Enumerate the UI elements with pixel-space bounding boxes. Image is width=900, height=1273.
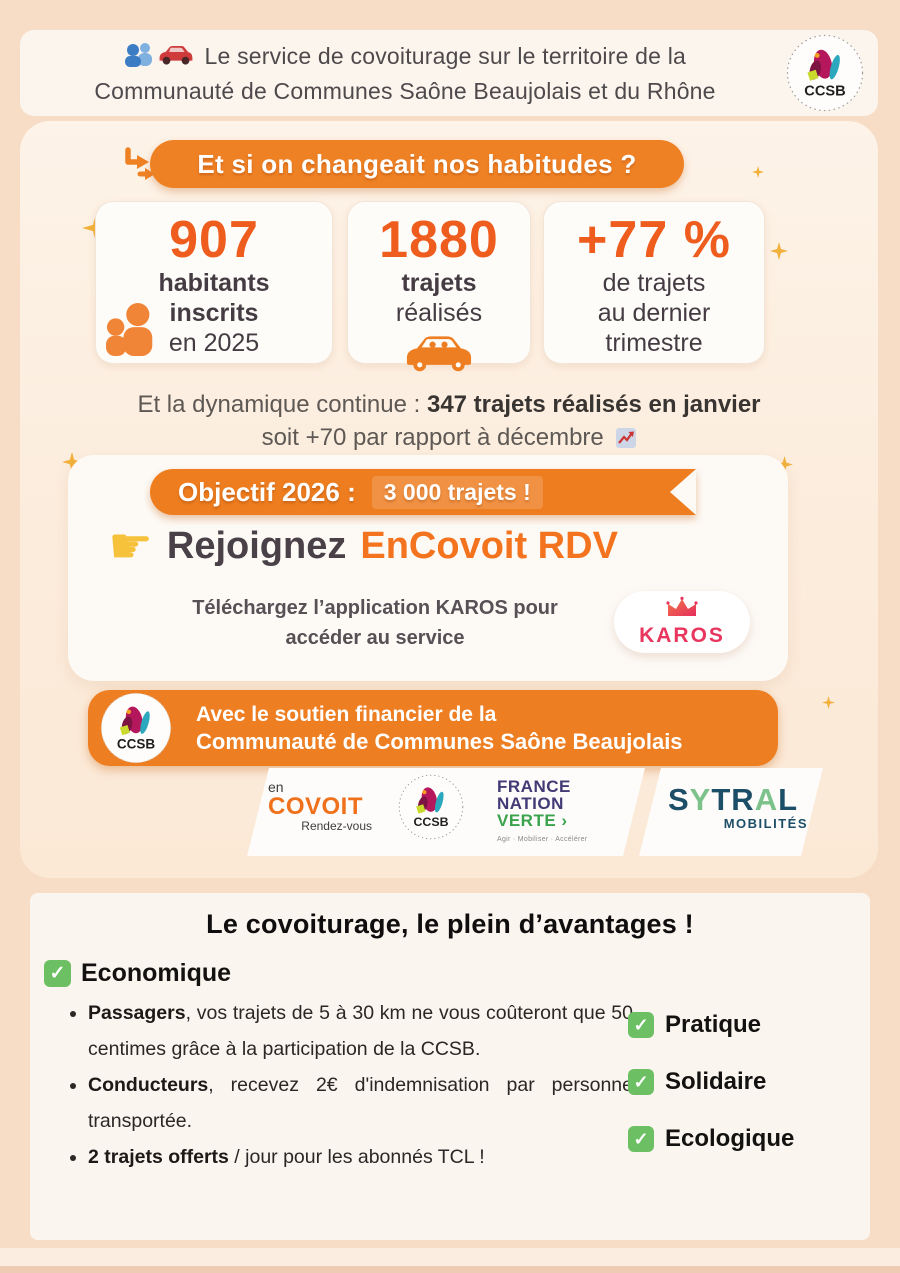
download-line-1: Téléchargez l’application KAROS pour bbox=[192, 597, 558, 619]
join-prefix: Rejoignez bbox=[166, 524, 347, 567]
join-panel: Objectif 2026 : 3 000 trajets ! ☛ Rejoig… bbox=[68, 455, 788, 681]
stat-card-trajets: 1880 trajets réalisés bbox=[347, 201, 531, 372]
momentum-text: Et la dynamique continue : 347 trajets r… bbox=[20, 388, 878, 457]
momentum-line2: soit +70 par rapport à décembre bbox=[261, 424, 604, 451]
stat-label: trajets bbox=[401, 269, 477, 297]
karos-logo: KAROS bbox=[614, 591, 750, 653]
stat-label: trimestre bbox=[605, 329, 703, 357]
check-icon: ✓ bbox=[44, 960, 71, 987]
fnv-line-3: VERTE › bbox=[497, 811, 568, 830]
objective-ribbon: Objectif 2026 : 3 000 trajets ! bbox=[150, 469, 696, 515]
fnv-line-2: NATION bbox=[497, 794, 564, 813]
bullet-conducteurs: Conducteurs, recevez 2€ d'indemnisation … bbox=[88, 1067, 633, 1139]
momentum-highlight: 347 trajets réalisés en janvier bbox=[426, 391, 761, 418]
svg-text:CCSB: CCSB bbox=[413, 815, 448, 829]
stat-label: habitants bbox=[158, 269, 270, 297]
economique-label: Economique bbox=[81, 959, 232, 987]
stat-label: inscrits bbox=[169, 299, 259, 327]
ccsb-logo: CCSB bbox=[100, 692, 172, 769]
svg-text:CCSB: CCSB bbox=[804, 83, 845, 99]
benefit-pratique: ✓ Pratique bbox=[628, 1011, 794, 1039]
bullet-passagers: Passagers, vos trajets de 5 à 30 km ne v… bbox=[88, 995, 633, 1067]
stat-value: 1880 bbox=[379, 211, 499, 269]
economique-header: ✓ Economique bbox=[44, 959, 231, 988]
check-icon: ✓ bbox=[628, 1069, 654, 1095]
ccsb-logo: CCSB bbox=[398, 774, 464, 845]
people-icon bbox=[104, 302, 162, 361]
france-nation-verte-logo: FRANCE NATION VERTE › Agir · Mobiliser ·… bbox=[497, 778, 587, 848]
join-brand: EnCovoit RDV bbox=[360, 524, 618, 567]
check-icon: ✓ bbox=[628, 1126, 654, 1152]
support-text: Avec le soutien financier de la Communau… bbox=[196, 702, 683, 755]
momentum-prefix: Et la dynamique continue : bbox=[137, 391, 427, 418]
people-icon bbox=[124, 41, 154, 75]
stat-label: de trajets bbox=[602, 269, 706, 297]
bottom-band bbox=[0, 1248, 900, 1266]
sytral-logo: SYTRAL MOBILITÉS bbox=[658, 782, 808, 832]
support-line-2: Communauté de Communes Saône Beaujolais bbox=[196, 729, 683, 754]
car-icon bbox=[157, 43, 195, 75]
economique-bullets: Passagers, vos trajets de 5 à 30 km ne v… bbox=[60, 995, 633, 1175]
car-icon bbox=[399, 330, 479, 379]
page-title: Le service de covoiturage sur le territo… bbox=[40, 40, 770, 107]
habits-banner-label: Et si on changeait nos habitudes ? bbox=[197, 148, 637, 179]
stat-card-croissance: +77 % de trajets au dernier trimestre bbox=[543, 201, 765, 364]
benefits-card: Le covoiturage, le plein d’avantages ! ✓… bbox=[30, 893, 870, 1240]
fnv-line-1: FRANCE bbox=[497, 777, 571, 796]
habits-banner: Et si on changeait nos habitudes ? bbox=[150, 140, 684, 188]
fnv-tagline: Agir · Mobiliser · Accélérer bbox=[497, 836, 588, 843]
header-card: Le service de covoiturage sur le territo… bbox=[20, 30, 878, 116]
benefit-ecologique: ✓ Ecologique bbox=[628, 1125, 794, 1153]
objective-value: 3 000 trajets ! bbox=[371, 475, 543, 509]
stat-card-habitants: 907 habitants inscrits en 2025 bbox=[95, 201, 333, 364]
pointing-hand-icon: ☛ bbox=[108, 517, 153, 575]
download-line-2: accéder au service bbox=[285, 627, 465, 649]
stat-label: en 2025 bbox=[168, 329, 260, 357]
stat-label: réalisés bbox=[395, 299, 483, 327]
encovoit-sub: Rendez-vous bbox=[301, 819, 372, 833]
stat-label: au dernier bbox=[597, 299, 711, 327]
karos-label: KAROS bbox=[639, 624, 725, 647]
stat-value: +77 % bbox=[577, 211, 731, 269]
bullet-trajets-offerts: 2 trajets offerts / jour pour les abonné… bbox=[88, 1139, 633, 1175]
support-banner: CCSB Avec le soutien financier de la Com… bbox=[88, 690, 778, 766]
title-line-2: Communauté de Communes Saône Beaujolais … bbox=[94, 78, 716, 104]
benefits-title: Le covoiturage, le plein d’avantages ! bbox=[206, 909, 694, 939]
encovoit-top: en bbox=[268, 779, 284, 795]
other-benefits: ✓ Pratique ✓ Solidaire ✓ Ecologique bbox=[628, 1011, 794, 1153]
sytral-sub: MOBILITÉS bbox=[723, 816, 808, 831]
support-line-1: Avec le soutien financier de la bbox=[196, 703, 497, 726]
encovoit-logo: en COVOIT Rendez-vous bbox=[268, 780, 372, 833]
sytral-word: SYTRAL bbox=[667, 782, 799, 817]
join-row: ☛ Rejoignez EnCovoit RDV bbox=[68, 521, 788, 571]
title-line-1: Le service de covoiturage sur le territo… bbox=[204, 43, 687, 69]
chart-up-icon bbox=[616, 424, 637, 457]
arrows-icon bbox=[120, 144, 162, 191]
crown-icon bbox=[664, 596, 700, 623]
objective-label: Objectif 2026 : bbox=[178, 476, 356, 507]
svg-text:CCSB: CCSB bbox=[117, 737, 156, 752]
check-icon: ✓ bbox=[628, 1012, 654, 1038]
encovoit-main: COVOIT bbox=[268, 793, 364, 820]
bottom-strip bbox=[0, 1266, 900, 1273]
ccsb-logo: CCSB bbox=[786, 34, 864, 117]
benefit-solidaire: ✓ Solidaire bbox=[628, 1068, 794, 1096]
download-instructions: Téléchargez l’application KAROS pour acc… bbox=[160, 593, 590, 653]
stat-value: 907 bbox=[169, 211, 259, 269]
chevron-right-icon: › bbox=[561, 811, 568, 830]
